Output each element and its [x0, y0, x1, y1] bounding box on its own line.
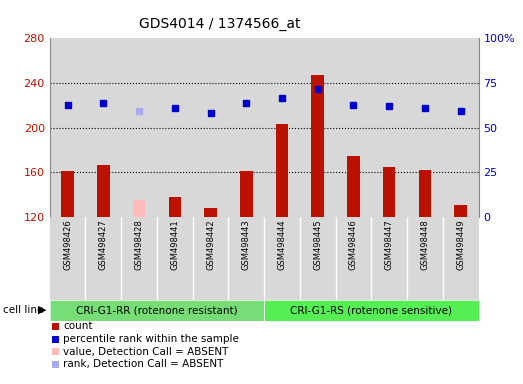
- Bar: [192, 38, 229, 217]
- Bar: [97, 164, 109, 217]
- Bar: [85, 217, 121, 300]
- Text: GSM498443: GSM498443: [242, 219, 251, 270]
- Bar: [50, 38, 85, 217]
- Text: GSM498427: GSM498427: [99, 219, 108, 270]
- Bar: [121, 38, 157, 217]
- Text: percentile rank within the sample: percentile rank within the sample: [63, 334, 239, 344]
- Text: GSM498442: GSM498442: [206, 219, 215, 270]
- Bar: [157, 217, 192, 300]
- Bar: [192, 217, 229, 300]
- Bar: [50, 300, 264, 321]
- Bar: [240, 171, 253, 217]
- Bar: [157, 38, 192, 217]
- Bar: [407, 217, 443, 300]
- Text: cell line: cell line: [3, 305, 43, 315]
- Text: value, Detection Call = ABSENT: value, Detection Call = ABSENT: [63, 347, 229, 357]
- Text: GSM498441: GSM498441: [170, 219, 179, 270]
- Bar: [85, 38, 121, 217]
- Bar: [50, 217, 85, 300]
- Bar: [336, 38, 371, 217]
- Text: GSM498445: GSM498445: [313, 219, 322, 270]
- Text: rank, Detection Call = ABSENT: rank, Detection Call = ABSENT: [63, 359, 224, 369]
- Bar: [264, 38, 300, 217]
- Text: GDS4014 / 1374566_at: GDS4014 / 1374566_at: [139, 17, 300, 31]
- Bar: [61, 171, 74, 217]
- Text: GSM498426: GSM498426: [63, 219, 72, 270]
- Bar: [371, 38, 407, 217]
- Bar: [168, 197, 181, 217]
- Bar: [383, 167, 395, 217]
- Bar: [347, 156, 360, 217]
- Text: GSM498444: GSM498444: [278, 219, 287, 270]
- Bar: [407, 38, 443, 217]
- Text: GSM498428: GSM498428: [134, 219, 143, 270]
- Bar: [204, 208, 217, 217]
- Text: CRI-G1-RR (rotenone resistant): CRI-G1-RR (rotenone resistant): [76, 305, 238, 315]
- Text: ▶: ▶: [38, 305, 47, 315]
- Bar: [276, 124, 288, 217]
- Bar: [121, 217, 157, 300]
- Text: count: count: [63, 321, 93, 331]
- Bar: [264, 217, 300, 300]
- Bar: [300, 38, 336, 217]
- Bar: [312, 75, 324, 217]
- Bar: [336, 217, 371, 300]
- Bar: [133, 200, 145, 217]
- Text: GSM498446: GSM498446: [349, 219, 358, 270]
- Text: GSM498447: GSM498447: [385, 219, 394, 270]
- Bar: [264, 300, 479, 321]
- Bar: [419, 170, 431, 217]
- Bar: [443, 38, 479, 217]
- Bar: [229, 217, 264, 300]
- Bar: [443, 217, 479, 300]
- Bar: [454, 205, 467, 217]
- Text: GSM498449: GSM498449: [456, 219, 465, 270]
- Text: CRI-G1-RS (rotenone sensitive): CRI-G1-RS (rotenone sensitive): [290, 305, 452, 315]
- Bar: [371, 217, 407, 300]
- Bar: [229, 38, 264, 217]
- Bar: [300, 217, 336, 300]
- Text: GSM498448: GSM498448: [420, 219, 429, 270]
